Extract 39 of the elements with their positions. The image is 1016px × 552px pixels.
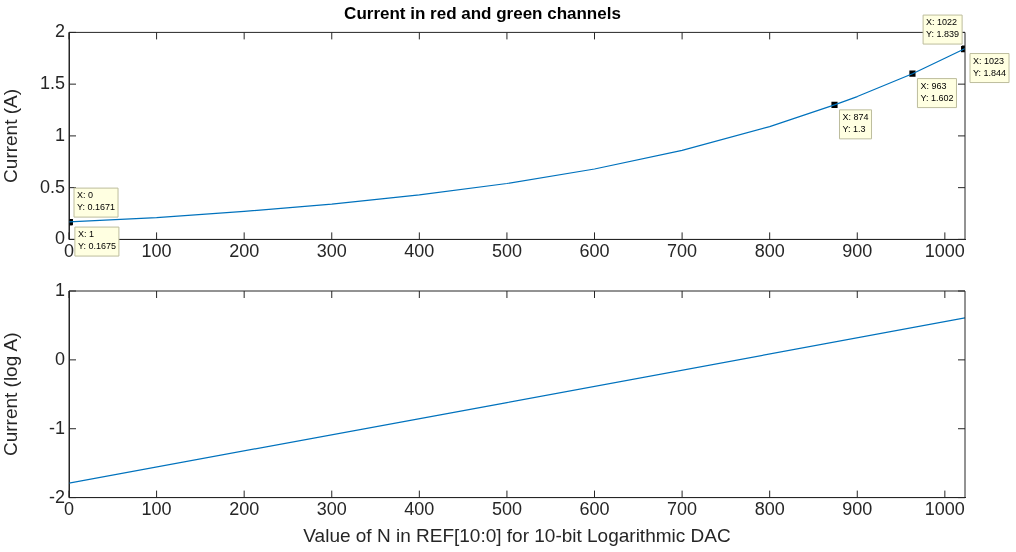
x-tick-label: 400 xyxy=(404,499,435,520)
y-tick-label: 2 xyxy=(54,21,65,42)
chart-title: Current in red and green channels xyxy=(344,3,621,23)
x-tick-label: 100 xyxy=(141,499,172,520)
x-tick-label: 1000 xyxy=(924,241,965,262)
y-tick-label: 1 xyxy=(54,124,65,145)
x-tick-label: 1000 xyxy=(924,499,965,520)
y-tick-label: 0 xyxy=(54,348,65,369)
x-axis-title: Value of N in REF[10:0] for 10-bit Logarithmic DAC xyxy=(303,524,731,546)
y-tick-label: 1 xyxy=(54,279,65,300)
annotation: X: 1023 Y: 1.844 xyxy=(973,55,1007,78)
x-tick-label: 600 xyxy=(579,499,610,520)
x-tick-label: 100 xyxy=(141,241,172,262)
y-tick-label: 0 xyxy=(54,228,65,249)
y-tick-label: -1 xyxy=(48,417,65,438)
x-tick-label: 900 xyxy=(842,499,873,520)
x-tick-label: 500 xyxy=(491,499,522,520)
x-tick-label: 200 xyxy=(229,241,260,262)
y-tick-label: 0.5 xyxy=(39,176,65,197)
annotation: X: 963 Y: 1.602 xyxy=(920,80,954,103)
x-tick-label: 300 xyxy=(316,499,347,520)
annotation: X: 1022 Y: 1.839 xyxy=(926,17,960,40)
x-tick-label: 700 xyxy=(667,499,698,520)
x-tick-label: 400 xyxy=(404,241,435,262)
y-axis-title: Current (log A) xyxy=(0,332,21,457)
y-axis-title: Current (A) xyxy=(0,88,21,183)
x-tick-label: 200 xyxy=(229,499,260,520)
y-tick-label: 1.5 xyxy=(39,73,65,94)
x-tick-label: 700 xyxy=(667,241,698,262)
x-tick-label: 500 xyxy=(491,241,522,262)
x-tick-label: 800 xyxy=(754,499,785,520)
annotation: X: 1 Y: 0.1675 xyxy=(77,229,116,252)
annotation: X: 0 Y: 0.1671 xyxy=(77,190,116,213)
x-tick-label: 600 xyxy=(579,241,610,262)
x-tick-label: 800 xyxy=(754,241,785,262)
annotation: X: 874 Y: 1.3 xyxy=(842,111,869,134)
y-tick-label: -2 xyxy=(48,486,65,507)
x-tick-label: 900 xyxy=(842,241,873,262)
x-tick-label: 300 xyxy=(316,241,347,262)
